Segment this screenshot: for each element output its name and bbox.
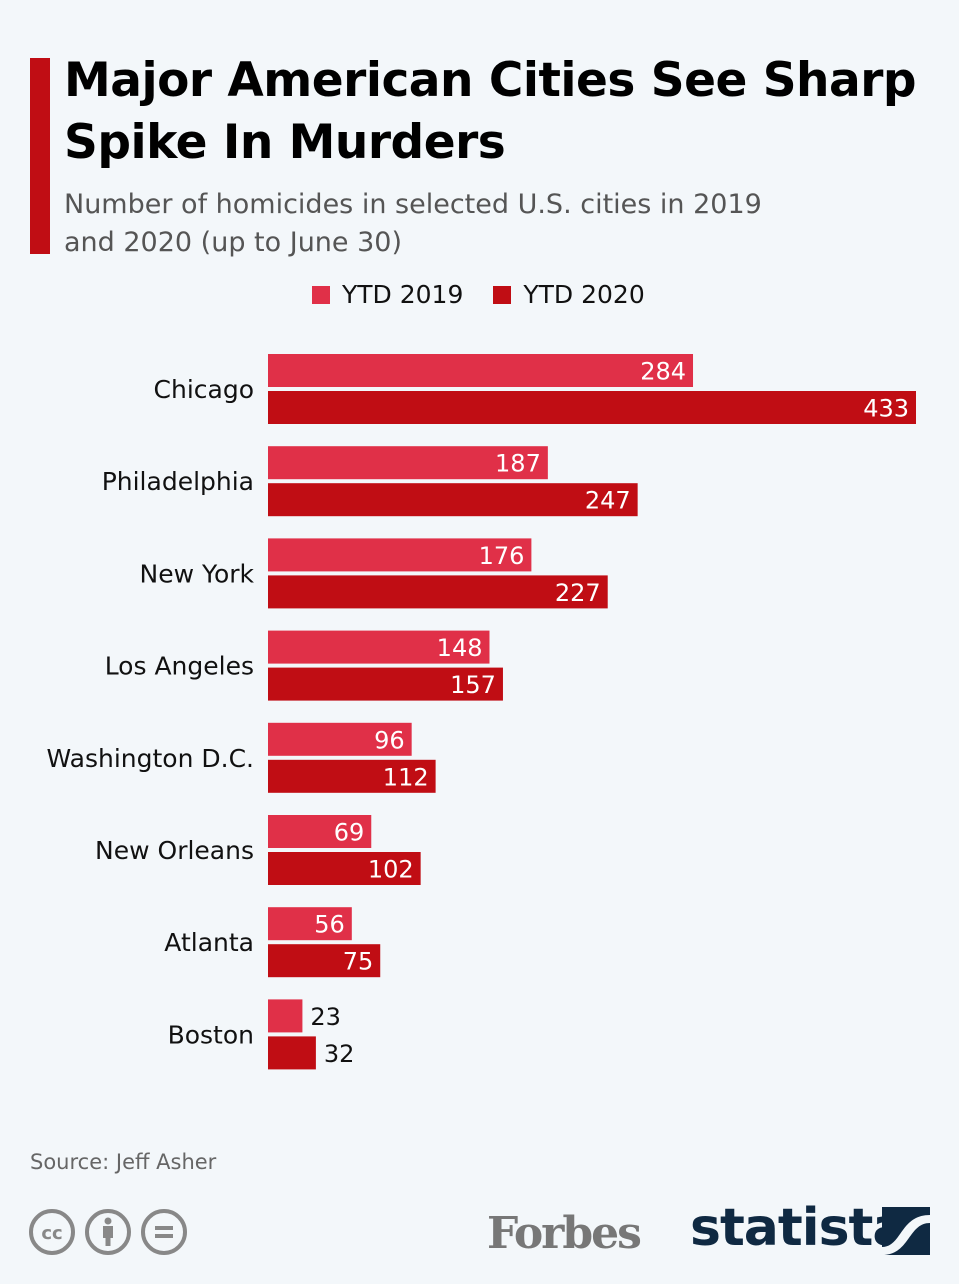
- legend-item-2020: YTD 2020: [493, 280, 645, 309]
- data-label: 75: [343, 948, 374, 976]
- bar: [268, 815, 372, 848]
- bar: [268, 722, 412, 756]
- legend-label: YTD 2020: [523, 280, 645, 309]
- data-label: 23: [310, 1003, 341, 1031]
- data-label: 187: [495, 450, 541, 478]
- bar: [268, 630, 490, 664]
- chart-subtitle: Number of homicides in selected U.S. cit…: [64, 189, 762, 258]
- bar: [268, 391, 916, 424]
- forbes-logo: Forbes: [487, 1208, 642, 1259]
- legend-swatch-2020: [493, 285, 512, 304]
- category-label: Los Angeles: [105, 652, 254, 681]
- legend-swatch-2019: [312, 285, 330, 304]
- bar: [268, 1036, 316, 1070]
- data-label: 227: [555, 579, 601, 607]
- bar: [268, 667, 503, 701]
- bar: [268, 852, 421, 885]
- data-label: 433: [863, 395, 909, 423]
- bar: [268, 538, 532, 572]
- data-label: 96: [374, 726, 405, 754]
- bar: [268, 759, 436, 793]
- data-label: 112: [383, 763, 429, 791]
- data-label: 102: [368, 856, 414, 884]
- bar: [268, 999, 303, 1033]
- data-label: 176: [479, 542, 525, 570]
- data-label: 247: [585, 487, 631, 515]
- data-label: 284: [640, 358, 686, 386]
- statista-logo: statista: [690, 1198, 907, 1258]
- bar: [268, 483, 638, 517]
- category-label: Chicago: [154, 375, 254, 404]
- bar-chart: Chicago 284 433 Philadelphia 187 247 New York 1…: [47, 354, 916, 1070]
- category-label: Philadelphia: [102, 467, 254, 496]
- bar: [268, 575, 608, 609]
- data-label: 148: [437, 634, 483, 662]
- chart-title: Major American Cities See Sharp Spike In…: [64, 53, 917, 170]
- attribution-icon: [85, 1209, 131, 1255]
- category-label: Atlanta: [164, 928, 254, 957]
- svg-text:cc: cc: [41, 1223, 62, 1244]
- bar: [268, 907, 352, 941]
- legend-item-2019: YTD 2019: [312, 280, 463, 309]
- accent-bar: [30, 58, 50, 254]
- category-label: Boston: [168, 1020, 254, 1049]
- license-icons: cc: [28, 1208, 188, 1256]
- bar: [268, 944, 381, 978]
- no-derivatives-icon: [141, 1209, 187, 1255]
- bar: [268, 354, 694, 387]
- source-note: Source: Jeff Asher: [30, 1150, 217, 1174]
- statista-logo-icon: [882, 1207, 930, 1255]
- cc-icon: cc: [29, 1209, 75, 1255]
- data-label: 56: [314, 911, 345, 939]
- bar: [268, 446, 548, 480]
- category-label: Washington D.C.: [47, 744, 254, 773]
- category-label: New York: [140, 559, 255, 588]
- data-label: 69: [334, 819, 365, 847]
- data-label: 157: [450, 671, 496, 699]
- category-label: New Orleans: [95, 836, 254, 865]
- legend-label: YTD 2019: [342, 280, 464, 309]
- legend: YTD 2019 YTD 2020: [312, 280, 645, 309]
- data-label: 32: [324, 1040, 355, 1068]
